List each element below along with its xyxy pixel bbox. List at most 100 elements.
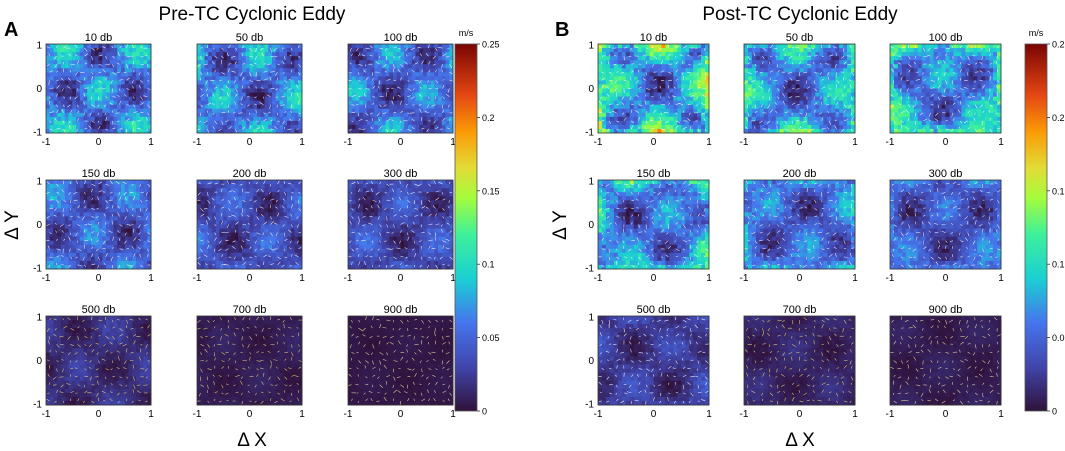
heatmap-cell bbox=[298, 52, 303, 57]
heatmap-cell bbox=[64, 256, 69, 262]
heatmap-cell bbox=[204, 256, 209, 262]
heatmap-cell bbox=[200, 240, 205, 246]
heatmap-cell bbox=[139, 212, 144, 217]
heatmap-cell bbox=[64, 100, 69, 106]
heatmap-cell bbox=[113, 316, 118, 321]
heatmap-cell bbox=[208, 248, 213, 254]
heatmap-cell bbox=[393, 92, 398, 97]
heatmap-cell bbox=[197, 108, 202, 114]
heatmap-cell bbox=[393, 244, 398, 250]
subplot-frame bbox=[196, 43, 303, 134]
heatmap-cell bbox=[245, 80, 250, 85]
heatmap-cell bbox=[57, 72, 62, 77]
heatmap-cell bbox=[121, 80, 126, 85]
heatmap-cell bbox=[109, 348, 114, 353]
heatmap-cell bbox=[117, 124, 122, 130]
heatmap-cell bbox=[423, 252, 428, 258]
heatmap-cell bbox=[290, 248, 295, 254]
heatmap-cell bbox=[128, 196, 133, 201]
heatmap-cell bbox=[279, 244, 284, 250]
heatmap-cell bbox=[272, 88, 277, 93]
heatmap-cell bbox=[204, 236, 209, 242]
heatmap-cell bbox=[53, 256, 58, 262]
subplot-a-2: 50 db-1 0 1 bbox=[193, 32, 306, 148]
heatmap-cell bbox=[298, 60, 303, 65]
heatmap-cell bbox=[268, 72, 273, 77]
heatmap-cell bbox=[264, 200, 269, 205]
heatmap-cell bbox=[212, 252, 217, 258]
heatmap-cell bbox=[147, 212, 152, 217]
heatmap-cell bbox=[400, 236, 405, 242]
heatmap-cell bbox=[219, 124, 224, 130]
heatmap-cell bbox=[132, 184, 137, 189]
heatmap-cell bbox=[76, 52, 81, 57]
heatmap-cell bbox=[423, 236, 428, 242]
heatmap-cell bbox=[109, 224, 114, 229]
heatmap-cell bbox=[366, 236, 371, 242]
heatmap-cell bbox=[389, 96, 394, 102]
heatmap-cell bbox=[132, 76, 137, 81]
speed-heatmap bbox=[348, 44, 454, 134]
velocity-arrow bbox=[145, 199, 148, 202]
velocity-arrow bbox=[351, 120, 354, 123]
heatmap-cell bbox=[242, 236, 247, 242]
heatmap-cell bbox=[290, 52, 295, 57]
heatmap-cell bbox=[117, 244, 122, 250]
heatmap-cell bbox=[76, 316, 81, 321]
heatmap-cell bbox=[264, 236, 269, 242]
heatmap-cell bbox=[79, 112, 84, 118]
heatmap-cell bbox=[385, 212, 390, 217]
heatmap-cell bbox=[87, 68, 92, 73]
heatmap-cell bbox=[283, 56, 288, 61]
velocity-arrow bbox=[298, 72, 301, 76]
heatmap-cell bbox=[275, 216, 280, 221]
heatmap-cell bbox=[132, 224, 137, 229]
velocity-arrow bbox=[372, 102, 375, 105]
heatmap-cell bbox=[91, 332, 96, 337]
heatmap-cell bbox=[102, 240, 107, 246]
heatmap-cell bbox=[238, 236, 243, 242]
heatmap-cell bbox=[348, 244, 353, 250]
heatmap-cell bbox=[128, 260, 133, 266]
heatmap-cell bbox=[215, 248, 220, 254]
heatmap-cell bbox=[370, 124, 375, 130]
heatmap-cell bbox=[351, 256, 356, 262]
heatmap-cell bbox=[72, 44, 77, 49]
heatmap-cell bbox=[53, 204, 58, 209]
heatmap-cell bbox=[441, 212, 446, 217]
heatmap-cell bbox=[366, 92, 371, 97]
heatmap-cell bbox=[363, 96, 368, 102]
velocity-arrow bbox=[441, 64, 443, 68]
velocity-arrow bbox=[138, 72, 141, 75]
heatmap-cell bbox=[238, 220, 243, 225]
heatmap-cell bbox=[223, 92, 228, 97]
heatmap-cell bbox=[272, 72, 277, 77]
heatmap-cell bbox=[136, 256, 141, 262]
heatmap-cell bbox=[385, 188, 390, 193]
velocity-arrow bbox=[117, 205, 120, 209]
heatmap-cell bbox=[381, 100, 386, 106]
heatmap-cell bbox=[121, 244, 126, 250]
heatmap-cell bbox=[113, 184, 118, 189]
heatmap-cell bbox=[245, 200, 250, 205]
heatmap-cell bbox=[374, 56, 379, 61]
heatmap-cell bbox=[121, 76, 126, 81]
velocity-arrow bbox=[256, 120, 259, 123]
heatmap-cell bbox=[197, 184, 202, 189]
velocity-arrow bbox=[112, 204, 114, 209]
heatmap-cell bbox=[449, 80, 454, 85]
heatmap-cell bbox=[434, 48, 439, 53]
heatmap-cell bbox=[351, 260, 356, 266]
heatmap-cell bbox=[124, 240, 129, 246]
heatmap-cell bbox=[366, 180, 371, 185]
velocity-arrow bbox=[390, 128, 394, 133]
heatmap-cell bbox=[91, 56, 96, 61]
velocity-arrow bbox=[214, 55, 218, 59]
heatmap-cell bbox=[419, 88, 424, 93]
heatmap-cell bbox=[419, 204, 424, 209]
heatmap-cell bbox=[124, 244, 129, 250]
velocity-arrow bbox=[140, 63, 144, 66]
velocity-arrow bbox=[228, 68, 230, 73]
heatmap-cell bbox=[438, 84, 443, 89]
heatmap-cell bbox=[385, 228, 390, 233]
